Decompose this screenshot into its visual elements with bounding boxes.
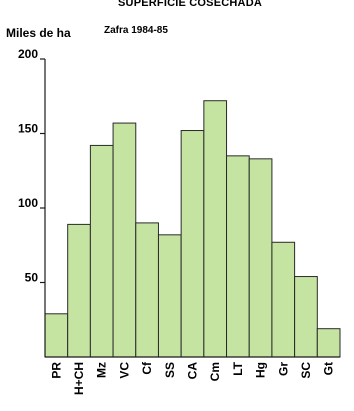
x-tick-label: SC — [299, 362, 313, 379]
y-axis-label: Miles de ha — [6, 26, 71, 40]
x-tick-label: Cf — [140, 361, 154, 375]
bars-layer — [44, 100, 341, 358]
bar-ca — [180, 130, 205, 358]
x-tick-label: CA — [186, 362, 200, 380]
x-tick-label: LT — [231, 361, 245, 375]
x-tick-label: Mz — [95, 362, 109, 378]
bar-gr — [271, 241, 296, 358]
x-tick-label: SS — [163, 362, 177, 378]
x-tick-label: Cm — [208, 362, 222, 381]
x-tick-label: VC — [117, 362, 131, 379]
bar-pr — [44, 313, 69, 358]
x-tick-label: Gr — [276, 362, 290, 376]
bar-cm — [203, 100, 228, 358]
y-tick-label: 150 — [18, 122, 38, 136]
axes: 50 100 150 200 PR H+CH Mz VC Cf SS CA Cm LT Hg Gr SC Gt — [18, 47, 340, 395]
bar-h-ch — [67, 223, 91, 358]
x-tick-label: Gt — [322, 362, 336, 375]
x-tick-label: Hg — [254, 362, 268, 378]
bar-vc — [112, 122, 137, 358]
x-tick-label: H+CH — [72, 362, 86, 395]
y-tick-label: 50 — [25, 271, 39, 285]
bar-cf — [135, 222, 159, 358]
y-tick-label: 200 — [18, 47, 38, 61]
chart-title: SUPERFICIE COSECHADA — [118, 0, 262, 9]
bar-gt — [316, 328, 341, 358]
y-tick-label: 100 — [18, 196, 38, 210]
bar-sc — [294, 276, 318, 358]
chart-subtitle: Zafra 1984-85 — [104, 25, 168, 36]
bar-lt — [226, 155, 250, 358]
bar-ss — [157, 234, 182, 358]
bar-mz — [89, 144, 114, 358]
bar-hg — [248, 158, 273, 358]
x-tick-label: PR — [49, 362, 63, 379]
